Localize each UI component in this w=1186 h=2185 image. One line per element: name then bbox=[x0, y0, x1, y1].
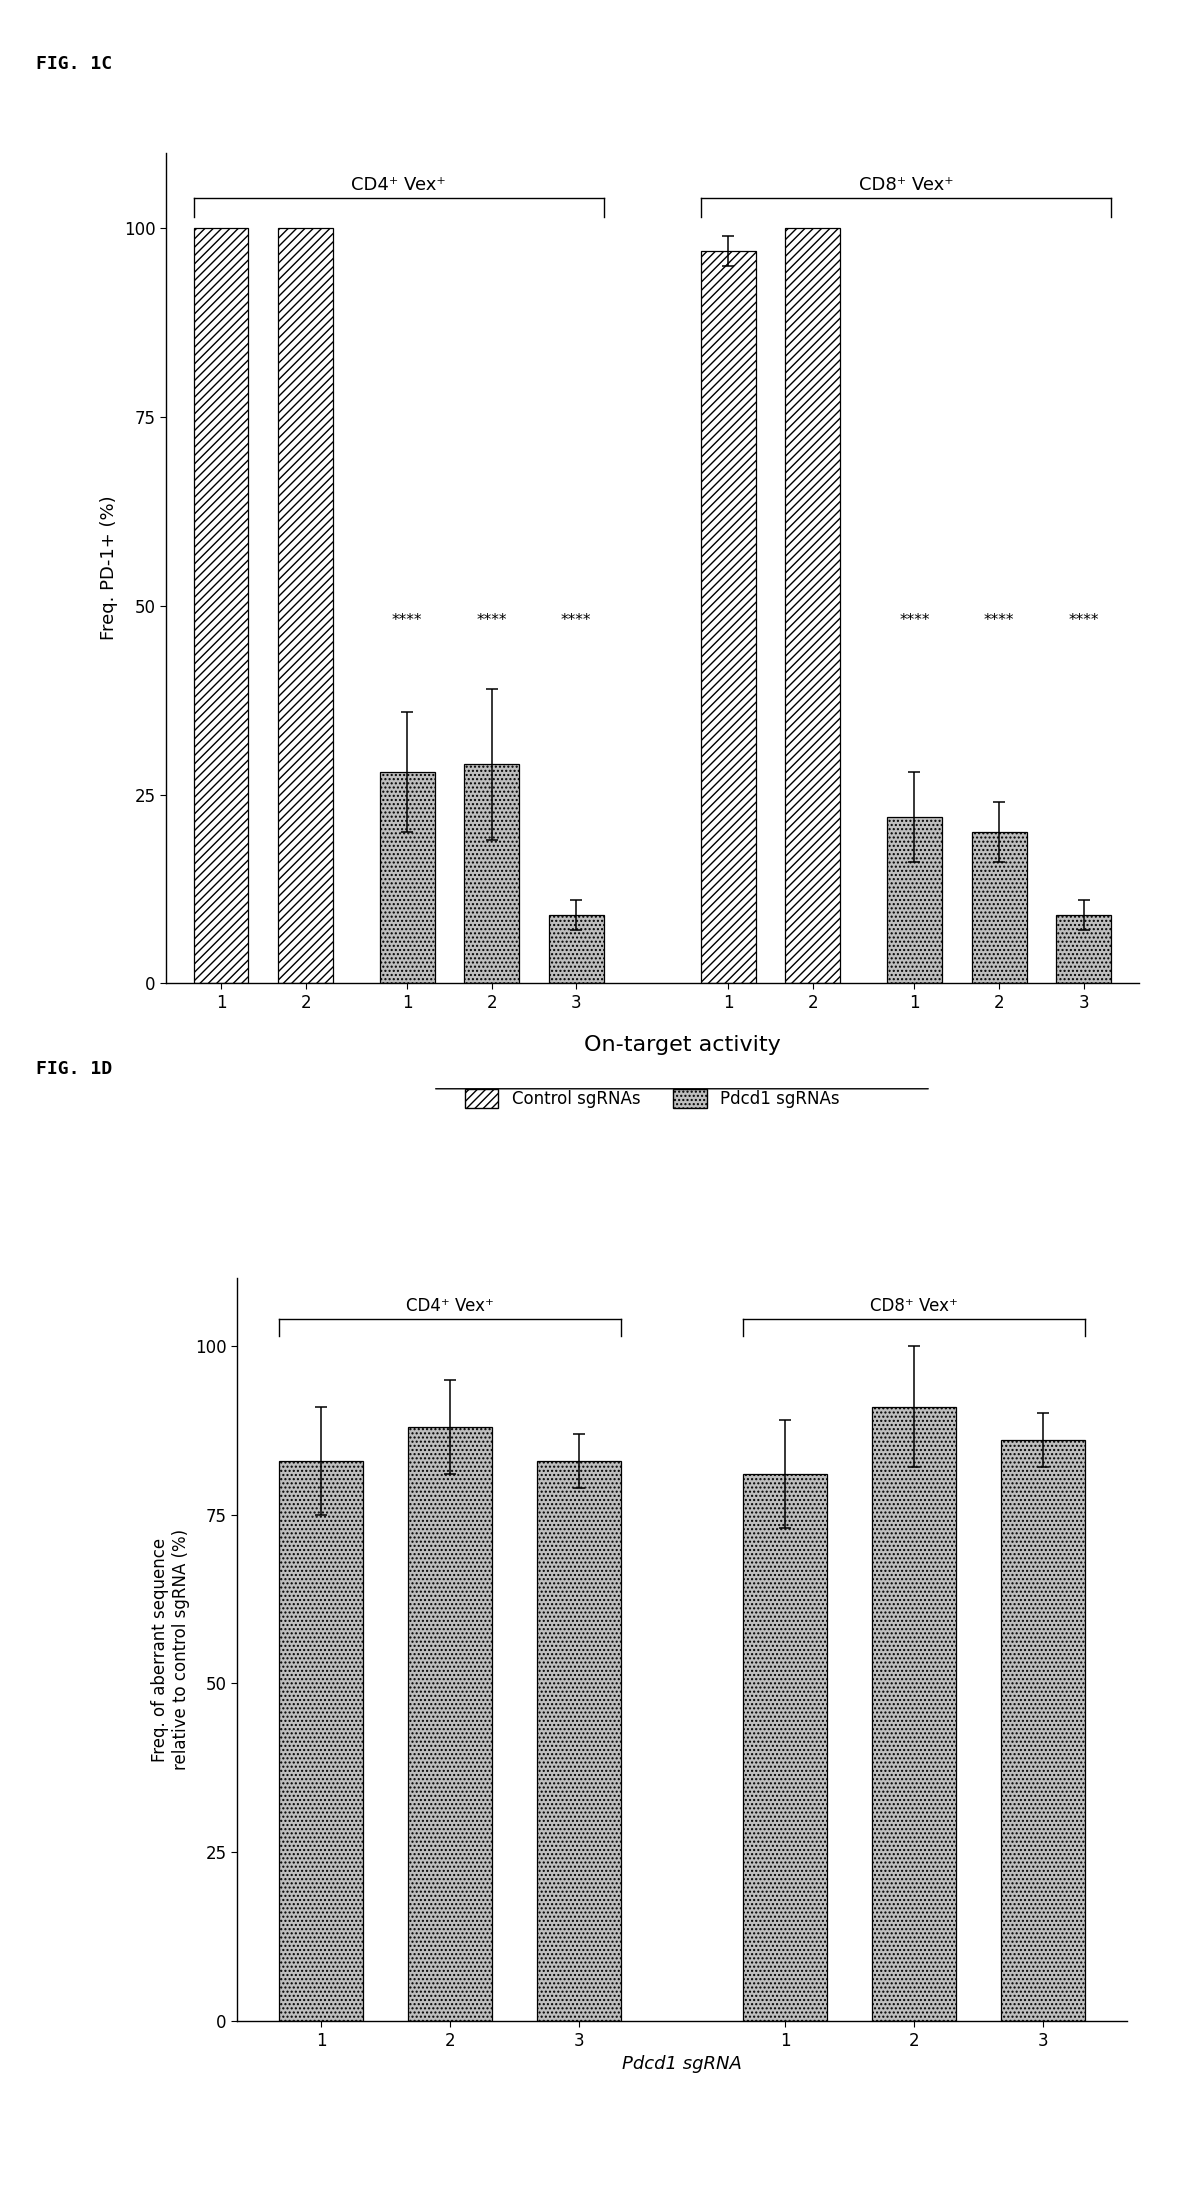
Bar bbox=[193, 229, 249, 983]
Text: ****: **** bbox=[561, 614, 592, 629]
Text: CD8⁺ Vex⁺: CD8⁺ Vex⁺ bbox=[859, 177, 954, 194]
Bar bbox=[971, 832, 1027, 983]
Bar bbox=[278, 229, 333, 983]
Bar bbox=[785, 229, 841, 983]
Bar bbox=[1056, 916, 1111, 983]
Text: ****: **** bbox=[899, 614, 930, 629]
Text: FIG. 1C: FIG. 1C bbox=[36, 55, 111, 72]
Bar bbox=[1001, 1440, 1085, 2021]
Text: CD4⁺ Vex⁺: CD4⁺ Vex⁺ bbox=[406, 1298, 493, 1315]
Bar bbox=[887, 817, 942, 983]
Text: FIG. 1D: FIG. 1D bbox=[36, 1060, 111, 1077]
Bar bbox=[537, 1460, 620, 2021]
Bar bbox=[549, 916, 604, 983]
Y-axis label: Freq. of aberrant sequence
relative to control sgRNA (%): Freq. of aberrant sequence relative to c… bbox=[151, 1530, 190, 1770]
Bar bbox=[701, 251, 755, 983]
Text: ****: **** bbox=[983, 614, 1014, 629]
Legend: Control sgRNAs, Pdcd1 sgRNAs: Control sgRNAs, Pdcd1 sgRNAs bbox=[465, 1088, 840, 1108]
Text: On-target activity: On-target activity bbox=[584, 1036, 780, 1055]
Bar bbox=[380, 771, 434, 983]
Bar bbox=[744, 1475, 827, 2021]
Text: ****: **** bbox=[391, 614, 422, 629]
Bar bbox=[872, 1407, 956, 2021]
Bar bbox=[464, 765, 519, 983]
X-axis label: Pdcd1 sgRNA: Pdcd1 sgRNA bbox=[621, 2056, 742, 2074]
Text: CD8⁺ Vex⁺: CD8⁺ Vex⁺ bbox=[871, 1298, 958, 1315]
Bar bbox=[279, 1460, 363, 2021]
Y-axis label: Freq. PD-1+ (%): Freq. PD-1+ (%) bbox=[101, 496, 119, 640]
Text: CD4⁺ Vex⁺: CD4⁺ Vex⁺ bbox=[351, 177, 446, 194]
Text: ****: **** bbox=[477, 614, 506, 629]
Text: ****: **** bbox=[1069, 614, 1099, 629]
Bar bbox=[408, 1427, 492, 2021]
